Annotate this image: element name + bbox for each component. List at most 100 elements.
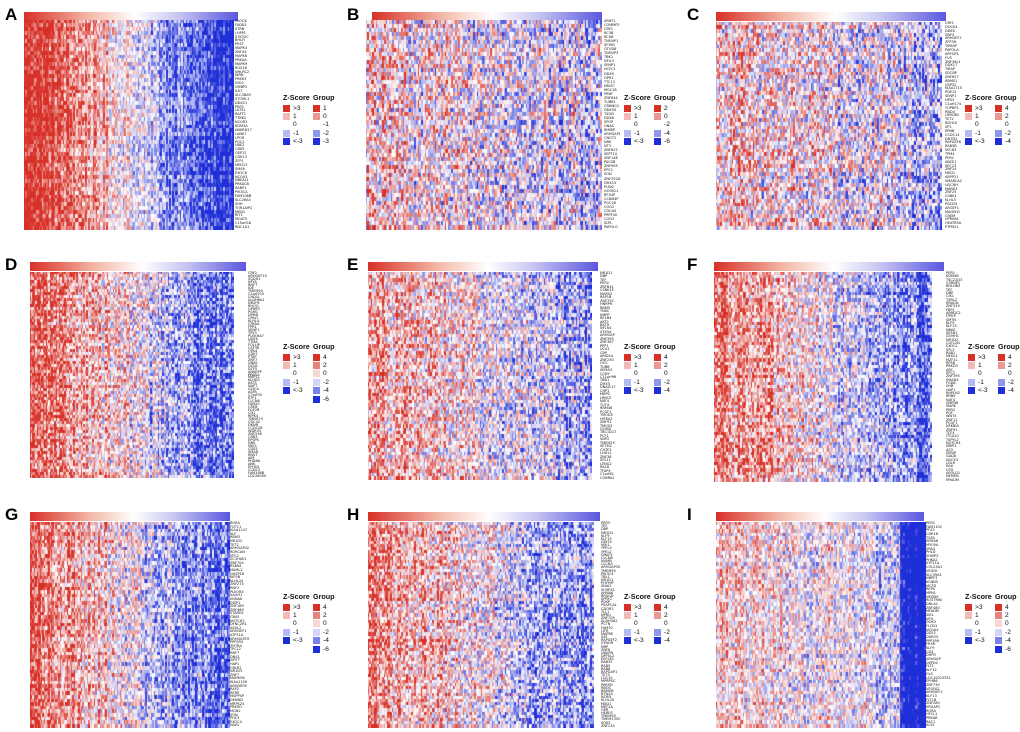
gene-label: DCNL <box>248 363 258 368</box>
legend-group-title: Group <box>654 342 676 351</box>
legend-group-swatch <box>313 637 320 645</box>
gene-label: TBC1D17 <box>600 430 617 435</box>
gene-label: NRP <box>601 644 609 649</box>
gene-label: ZC3HAV1 <box>230 557 247 562</box>
gene-label: TPCL2 <box>230 647 241 652</box>
legend-group-label: -4 <box>664 637 670 645</box>
legend-zscore-label: <-3 <box>634 387 644 395</box>
legend-zscore-label: -1 <box>975 628 981 636</box>
gene-label: SPAG <box>926 546 936 551</box>
gene-label: UBAPN <box>601 650 614 655</box>
legend-zscore-swatch <box>624 637 631 645</box>
gene-label: KLHL4 <box>248 318 260 323</box>
legend-group-label: -4 <box>664 129 670 137</box>
gene-label: ARPP21 <box>945 175 959 180</box>
legend-group-label: 0 <box>664 620 668 628</box>
legend-group-title: Group <box>995 592 1017 601</box>
gene-label: OPA4 <box>248 348 258 353</box>
gene-label: C1orf210 <box>248 291 265 296</box>
gene-label: MPRPSC <box>601 679 616 684</box>
gene-label: HEATR5A <box>945 221 962 226</box>
gene-label: ZNF480 <box>926 605 940 610</box>
gene-label: RHOQ <box>248 303 259 308</box>
gene-label: CDC42 <box>248 420 261 425</box>
gene-label: ZNF24 <box>945 167 957 172</box>
gene-label: SHISP2 <box>926 554 939 559</box>
legend-zscore-label: -1 <box>634 628 640 636</box>
gene-label: NAV2 <box>230 723 240 728</box>
legend-group-swatch <box>313 620 320 628</box>
gene-label: MARS2 <box>600 291 613 296</box>
gene-label: HNRPH <box>600 302 613 307</box>
gene-label: EXOC4 <box>230 719 242 724</box>
legend-zscore-swatch <box>283 612 290 620</box>
gene-label: ARFGP1 <box>945 51 959 56</box>
gene-label: KLF9 <box>601 533 610 538</box>
gene-label: NUMB <box>601 559 612 564</box>
gene-label: RND4 <box>945 109 955 114</box>
gene-label: DKNR <box>248 423 259 428</box>
legend-group-swatch <box>313 370 320 378</box>
gene-label: RIT1 <box>235 213 243 218</box>
legend-group-swatch <box>998 378 1005 386</box>
legend-group-label: -4 <box>1005 138 1011 146</box>
legend-group-label: 4 <box>1005 603 1009 611</box>
gene-label: SEPT10 <box>604 152 618 157</box>
gene-label: TNXC <box>600 309 610 314</box>
gene-label: SEC23 <box>945 163 957 168</box>
gene-label: NR1D1 <box>601 578 614 583</box>
gene-label: NFKBIA <box>946 424 959 429</box>
gene-label: MFADM <box>926 609 939 614</box>
gene-label: TNFAIP1 <box>604 39 619 44</box>
gene-label: SLC26A5 <box>235 197 251 202</box>
gene-label: CRP <box>600 350 607 355</box>
gene-label: ARHGAP <box>926 657 941 662</box>
legend-zscore-label: 0 <box>634 121 638 129</box>
legend-zscore-label: <-3 <box>293 387 303 395</box>
gene-label: PRBY <box>604 91 613 96</box>
legend-group-swatch <box>313 104 320 112</box>
gene-label: RHPLN2 <box>946 391 960 395</box>
gene-label: SEMA3 <box>600 368 613 373</box>
gene-label: SENP1 <box>945 94 957 99</box>
legend-group-title: Group <box>654 592 676 601</box>
gene-label: STARD1 <box>230 611 244 616</box>
gene-label: SON <box>604 172 612 177</box>
gene-label: FAM198B <box>248 471 265 476</box>
gene-label: KLF9 <box>946 321 955 325</box>
panel-e-heatmap <box>368 272 592 480</box>
legend-group-label: 2 <box>664 612 668 620</box>
gene-label: ZNF91 <box>946 427 958 432</box>
gene-label: SP1 <box>945 125 952 129</box>
gene-label: KIAA1715 <box>945 86 963 91</box>
gene-label: SON <box>230 712 238 717</box>
gene-label: PRKK3 <box>235 77 247 82</box>
legend-group-label: 2 <box>323 362 327 370</box>
gene-label: RAC1 <box>926 719 936 724</box>
legend-zscore-swatch <box>965 628 972 636</box>
gene-label: HCFC1 <box>604 67 616 72</box>
legend-zscore-swatch <box>965 620 972 628</box>
gene-label: TTBK2 <box>235 116 247 121</box>
legend-group-swatch <box>998 370 1005 378</box>
gene-label: TGFA <box>926 535 935 540</box>
legend-zscore-swatch <box>968 353 975 361</box>
gene-label: KIF5B <box>230 575 240 580</box>
gene-label: TMEM55 <box>601 568 616 573</box>
gene-label: SMS6 <box>235 166 245 171</box>
legend-group-swatch <box>654 129 661 137</box>
gene-label: DPYSL2 <box>601 654 615 659</box>
gene-label: TCF4 <box>946 431 955 435</box>
gene-label: PPP1R9 <box>926 638 940 643</box>
gene-label: CRNNG1 <box>604 103 620 108</box>
legend-zscore-swatch <box>968 378 975 386</box>
gene-label: PLEKHA7 <box>248 333 264 338</box>
legend-group-swatch <box>654 637 661 645</box>
panel-d-label: D <box>5 255 18 274</box>
gene-label: RBMSB <box>601 688 614 693</box>
gene-label: NPRG <box>601 612 611 617</box>
gene-label: COG3 <box>604 216 615 221</box>
gene-label: YPEL2 <box>601 549 612 554</box>
legend-zscore-label: 0 <box>634 620 638 628</box>
legend-group-swatch <box>313 362 320 370</box>
